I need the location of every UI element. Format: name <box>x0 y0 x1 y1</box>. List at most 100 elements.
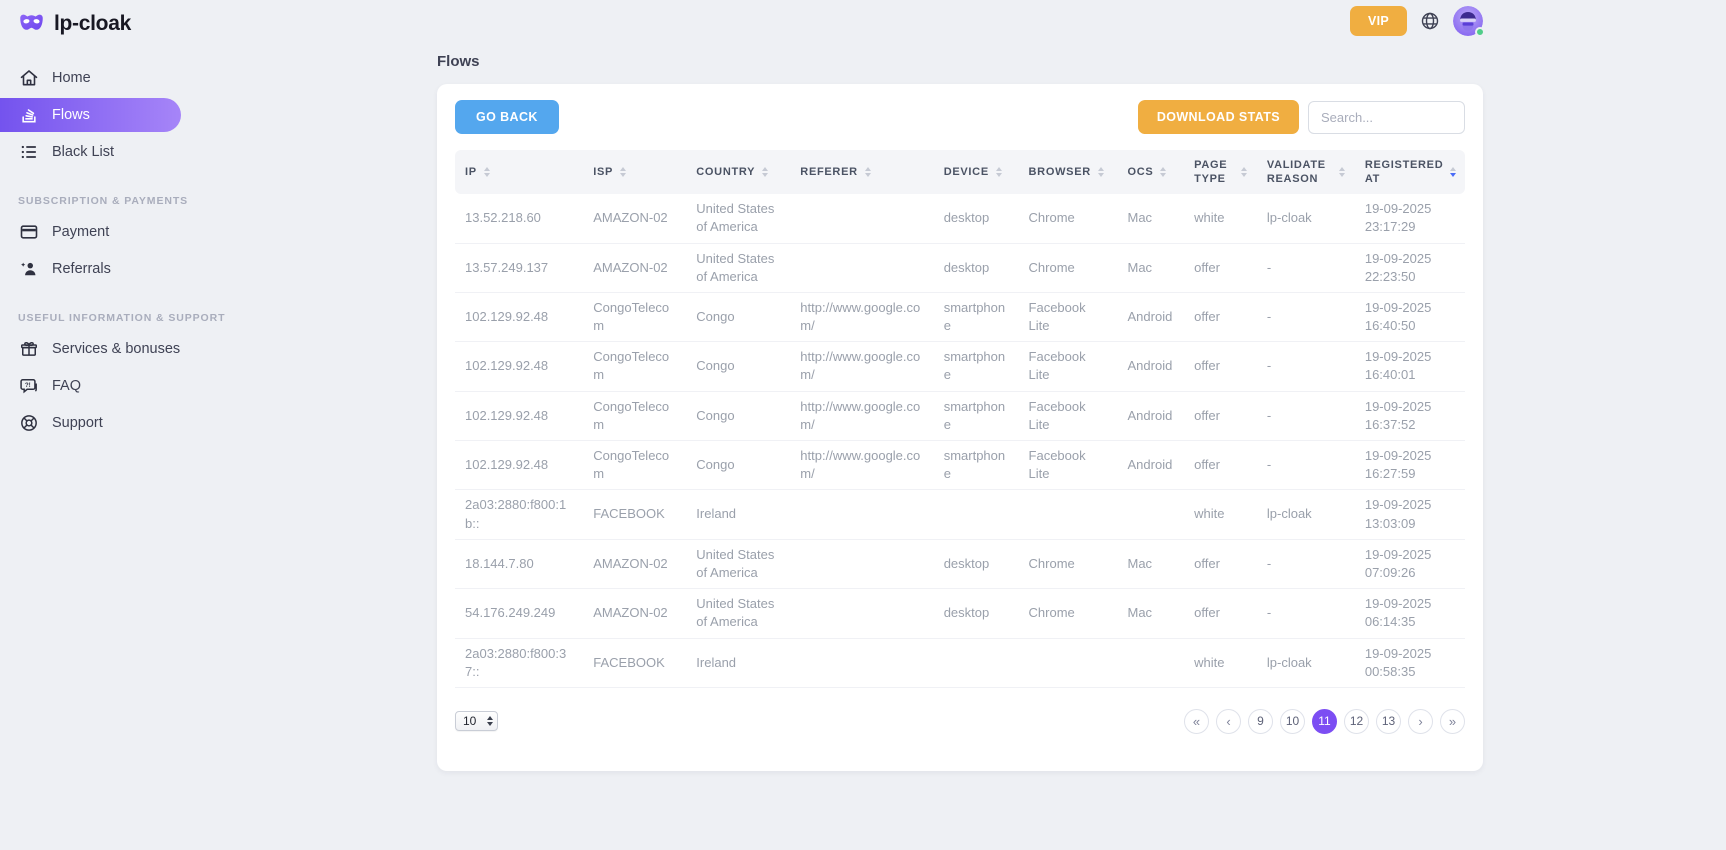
cell-page_type: offer <box>1184 539 1257 590</box>
cell-isp: FACEBOOK <box>583 489 687 540</box>
cell-referer: http://www.google.com/ <box>790 292 934 343</box>
cell-referer: http://www.google.com/ <box>790 341 934 392</box>
cell-validate_reason: lp-cloak <box>1256 489 1355 540</box>
page-size-select[interactable]: 10 <box>455 711 498 732</box>
mask-icon <box>18 10 45 37</box>
column-label: COUNTRY <box>696 165 756 178</box>
cell-browser: Chrome <box>1018 243 1118 293</box>
cell-referer: http://www.google.com/ <box>790 440 934 491</box>
go-back-button[interactable]: GO BACK <box>455 100 559 134</box>
cell-country: United States of America <box>686 588 791 639</box>
referrals-icon <box>19 259 39 279</box>
column-label: REFERER <box>800 165 858 178</box>
sidebar-item-label: Support <box>52 415 103 431</box>
page-button-11[interactable]: 11 <box>1312 708 1337 734</box>
sort-icon <box>1450 167 1457 177</box>
column-header-country[interactable]: COUNTRY <box>686 150 791 194</box>
cell-browser: Chrome <box>1018 588 1118 639</box>
sidebar-item-home[interactable]: Home <box>0 61 220 95</box>
column-header-page_type[interactable]: PAGE TYPE <box>1184 150 1257 194</box>
column-header-ocs[interactable]: OCS <box>1117 150 1185 194</box>
table-row: 2a03:2880:f800:1b:: FACEBOOK Ireland white l… <box>455 489 1465 540</box>
pagination: « ‹ 9 10 11 12 13 › » <box>1184 708 1465 734</box>
cell-validate_reason: - <box>1256 292 1355 343</box>
cell-validate_reason: - <box>1256 243 1355 293</box>
services-icon <box>19 339 39 359</box>
sidebar-item-label: Home <box>52 70 91 86</box>
globe-icon[interactable] <box>1420 11 1440 31</box>
cell-device: smartphone <box>933 391 1019 442</box>
cell-validate_reason: - <box>1256 588 1355 639</box>
sidebar-item-label: Referrals <box>52 261 111 277</box>
cell-device: desktop <box>933 588 1019 639</box>
sort-icon <box>1097 166 1104 177</box>
table-row: 2a03:2880:f800:37:: FACEBOOK Ireland white l… <box>455 638 1465 688</box>
cell-ocs: Android <box>1117 292 1185 343</box>
cell-ip: 2a03:2880:f800:37:: <box>455 638 584 688</box>
column-header-isp[interactable]: ISP <box>583 150 687 194</box>
cell-ocs: Mac <box>1117 588 1185 639</box>
page-title: Flows <box>437 53 480 70</box>
sidebar-item-black-list[interactable]: Black List <box>0 135 220 169</box>
sidebar-item-referrals[interactable]: Referrals <box>0 252 220 286</box>
table-row: 102.129.92.48 CongoTelecom Congo http://www… <box>455 292 1465 343</box>
topbar: VIP <box>437 0 1485 37</box>
cell-page_type: white <box>1184 638 1257 688</box>
cell-referer <box>790 638 934 688</box>
sidebar-item-payment[interactable]: Payment <box>0 215 220 249</box>
cell-ocs: Android <box>1117 391 1185 442</box>
column-header-browser[interactable]: BROWSER <box>1018 150 1118 194</box>
cell-registered_at: 19-09-2025 16:40:01 <box>1354 341 1465 392</box>
cell-browser: Chrome <box>1018 539 1118 590</box>
column-header-device[interactable]: DEVICE <box>933 150 1019 194</box>
prev-page-button[interactable]: ‹ <box>1216 708 1241 734</box>
sidebar-item-faq[interactable]: ?! FAQ <box>0 369 220 403</box>
page-button-13[interactable]: 13 <box>1376 708 1401 734</box>
column-header-referer[interactable]: REFERER <box>790 150 934 194</box>
cell-validate_reason: lp-cloak <box>1256 194 1355 244</box>
sort-icon <box>620 166 627 177</box>
column-header-ip[interactable]: IP <box>455 150 584 194</box>
cell-ip: 18.144.7.80 <box>455 539 584 590</box>
sidebar-item-support[interactable]: Support <box>0 406 220 440</box>
avatar[interactable] <box>1453 5 1485 37</box>
search-input[interactable] <box>1308 100 1465 134</box>
cell-page_type: offer <box>1184 588 1257 639</box>
cell-page_type: offer <box>1184 292 1257 343</box>
sidebar-item-label: Black List <box>52 144 115 160</box>
cell-device: smartphone <box>933 440 1019 491</box>
first-page-button[interactable]: « <box>1184 708 1209 734</box>
sort-icon <box>1338 167 1345 177</box>
cell-referer <box>790 194 934 244</box>
page-button-12[interactable]: 12 <box>1344 708 1369 734</box>
sidebar-item-services-bonuses[interactable]: Services & bonuses <box>0 332 220 366</box>
vip-button[interactable]: VIP <box>1349 5 1407 36</box>
last-page-button[interactable]: » <box>1440 708 1465 734</box>
column-header-validate_reason[interactable]: VALIDATE REASON <box>1256 150 1355 194</box>
column-header-registered_at[interactable]: REGISTERED AT <box>1354 150 1465 194</box>
cell-device: smartphone <box>933 341 1019 392</box>
cell-browser: Facebook Lite <box>1018 292 1118 343</box>
cell-page_type: offer <box>1184 243 1257 293</box>
cell-page_type: white <box>1184 194 1257 244</box>
download-stats-button[interactable]: DOWNLOAD STATS <box>1137 100 1299 134</box>
page-button-9[interactable]: 9 <box>1248 708 1273 734</box>
cell-registered_at: 19-09-2025 16:37:52 <box>1354 391 1465 442</box>
svg-text:?!: ?! <box>25 382 31 389</box>
cell-validate_reason: - <box>1256 391 1355 442</box>
brand-name: lp-cloak <box>54 11 131 35</box>
cell-registered_at: 19-09-2025 13:03:09 <box>1354 489 1465 540</box>
cell-registered_at: 19-09-2025 22:23:50 <box>1354 243 1465 293</box>
sidebar-item-flows[interactable]: Flows <box>0 98 181 132</box>
table-row: 13.52.218.60 AMAZON-02 United States of Am… <box>455 194 1465 244</box>
cell-browser: Facebook Lite <box>1018 391 1118 442</box>
cell-isp: FACEBOOK <box>583 638 687 688</box>
page-button-10[interactable]: 10 <box>1280 708 1305 734</box>
cell-isp: CongoTelecom <box>583 391 687 442</box>
blacklist-icon <box>19 142 39 162</box>
next-page-button[interactable]: › <box>1408 708 1433 734</box>
page-size-value: 10 <box>463 714 477 729</box>
cell-ip: 13.57.249.137 <box>455 243 584 293</box>
cell-country: Congo <box>686 440 791 491</box>
cell-isp: AMAZON-02 <box>583 539 687 590</box>
